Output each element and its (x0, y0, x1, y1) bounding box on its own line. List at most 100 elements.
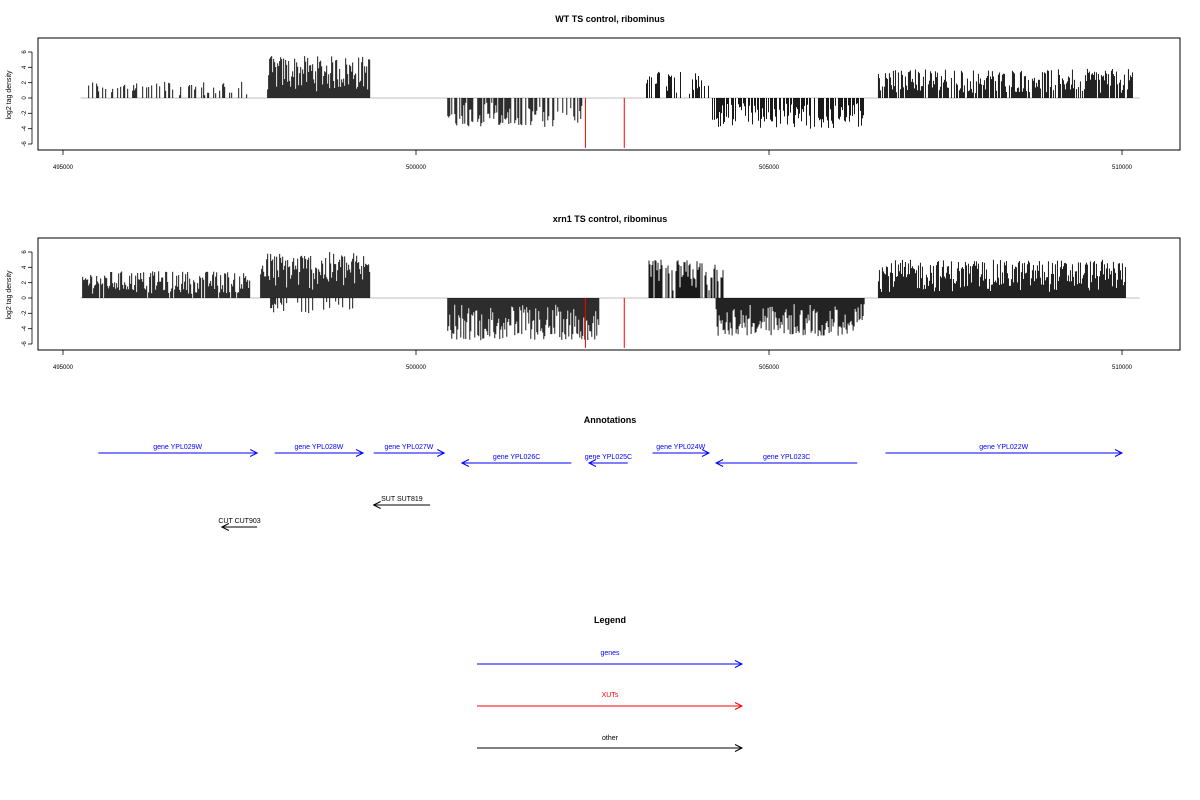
y-tick: 4 (22, 265, 32, 269)
y-axis-label: log2 tag density (6, 70, 13, 120)
x-tick-label: 500000 (406, 365, 427, 371)
y-tick-label: 6 (22, 50, 28, 54)
y-tick: 6 (22, 250, 32, 254)
x-tick-label: 505000 (759, 365, 780, 371)
feature-label: gene YPL029W (153, 444, 202, 451)
y-tick-label: 4 (22, 65, 28, 69)
x-tick: 495000 (53, 150, 74, 171)
x-tick: 495000 (53, 350, 74, 371)
annotation-feature: gene YPL026C (460, 454, 572, 467)
y-tick-label: -4 (22, 125, 28, 131)
arrow-left-icon (714, 459, 724, 467)
legend-arrowhead (734, 744, 744, 752)
panel-wt: WT TS control, ribominus log2 tag densit… (6, 14, 1181, 171)
legend-item: XUTs (477, 692, 744, 710)
y-tick: -4 (22, 125, 32, 131)
x-tick: 505000 (759, 350, 780, 371)
annotation-feature: CUT CUT903 (218, 518, 261, 531)
annotation-feature: gene YPL028W (274, 444, 365, 457)
x-tick: 510000 (1112, 350, 1133, 371)
arrow-left-icon (372, 501, 381, 509)
y-tick: 2 (22, 80, 32, 84)
arrow-left-icon (460, 459, 470, 467)
legend-item: other (477, 735, 744, 752)
x-tick: 500000 (406, 150, 427, 171)
legend-label: XUTs (602, 692, 619, 699)
feature-label: SUT SUT819 (381, 496, 423, 503)
arrow-right-icon (249, 449, 259, 457)
y-tick-label: -6 (22, 141, 28, 147)
feature-label: gene YPL027W (384, 444, 433, 451)
annotation-feature: gene YPL024W (652, 444, 711, 457)
y-tick: -6 (22, 341, 32, 347)
legend-panel: Legend genes XUTs other (477, 615, 744, 752)
y-tick-label: -2 (22, 310, 28, 316)
y-tick-label: -4 (22, 325, 28, 331)
density-bars (80, 252, 1140, 348)
x-axis: 495000 500000 505000 510000 (53, 349, 1133, 371)
y-tick-label: 4 (22, 265, 28, 269)
panel-title: xrn1 TS control, ribominus (553, 214, 668, 224)
x-tick-label: 505000 (759, 165, 780, 171)
annotations-panel: Annotations gene YPL029W gene YPL028W gene… (98, 415, 1124, 531)
feature-label: gene YPL023C (763, 454, 810, 461)
density-bars (80, 56, 1140, 148)
arrow-left-icon (587, 459, 597, 467)
feature-label: gene YPL022W (979, 444, 1028, 451)
y-tick-label: 2 (22, 80, 28, 84)
feature-label: CUT CUT903 (218, 518, 260, 525)
y-tick: 0 (22, 96, 32, 100)
y-tick-label: 0 (22, 96, 28, 100)
y-tick: -4 (22, 325, 32, 331)
x-tick-label: 510000 (1112, 365, 1133, 371)
legend-title: Legend (594, 615, 626, 625)
y-tick-label: 2 (22, 280, 28, 284)
annotation-features: gene YPL029W gene YPL028W gene YPL027W gene… (98, 444, 1124, 531)
panel-title: WT TS control, ribominus (555, 14, 665, 24)
y-tick: -2 (22, 310, 32, 316)
arrow-right-icon (437, 449, 446, 457)
x-tick: 510000 (1112, 150, 1133, 171)
annotation-feature: gene YPL023C (714, 454, 858, 467)
x-axis: 495000 500000 505000 510000 (53, 149, 1133, 171)
feature-label: gene YPL028W (294, 444, 343, 451)
y-tick-label: 6 (22, 250, 28, 254)
annotation-feature: gene YPL027W (373, 444, 446, 457)
annotation-feature: gene YPL022W (885, 444, 1124, 457)
y-tick: -2 (22, 110, 32, 116)
legend-item: genes (477, 650, 744, 668)
y-tick-label: -6 (22, 341, 28, 347)
arrow-right-icon (701, 449, 711, 457)
x-tick: 505000 (759, 150, 780, 171)
y-tick: -6 (22, 141, 32, 147)
legend-arrowhead (734, 660, 744, 668)
x-tick-label: 495000 (53, 365, 74, 371)
feature-label: gene YPL024W (656, 444, 705, 451)
y-tick-label: 0 (22, 296, 28, 300)
x-tick-label: 500000 (406, 165, 427, 171)
x-tick-label: 510000 (1112, 165, 1133, 171)
annotation-feature: gene YPL025C (585, 454, 632, 467)
legend-label: other (602, 735, 619, 742)
arrow-left-icon (220, 523, 230, 531)
annotation-feature: SUT SUT819 (372, 496, 431, 509)
y-axis: 6 4 2 0 -2 -4 -6 (22, 250, 33, 347)
arrow-right-icon (1114, 449, 1124, 457)
y-tick: 0 (22, 296, 32, 300)
x-tick-label: 495000 (53, 165, 74, 171)
feature-label: gene YPL025C (585, 454, 632, 461)
y-tick-label: -2 (22, 110, 28, 116)
y-tick: 6 (22, 50, 32, 54)
annotations-title: Annotations (584, 415, 637, 425)
panel-xrn1: xrn1 TS control, ribominus log2 tag dens… (6, 214, 1181, 371)
annotation-feature: gene YPL029W (98, 444, 259, 457)
plot-frame (37, 37, 1181, 151)
legend-arrowhead (734, 702, 744, 710)
feature-label: gene YPL026C (493, 454, 540, 461)
x-tick: 500000 (406, 350, 427, 371)
legend-label: genes (600, 650, 620, 657)
y-tick: 4 (22, 65, 32, 69)
y-axis: 6 4 2 0 -2 -4 -6 (22, 50, 33, 147)
y-tick: 2 (22, 280, 32, 284)
